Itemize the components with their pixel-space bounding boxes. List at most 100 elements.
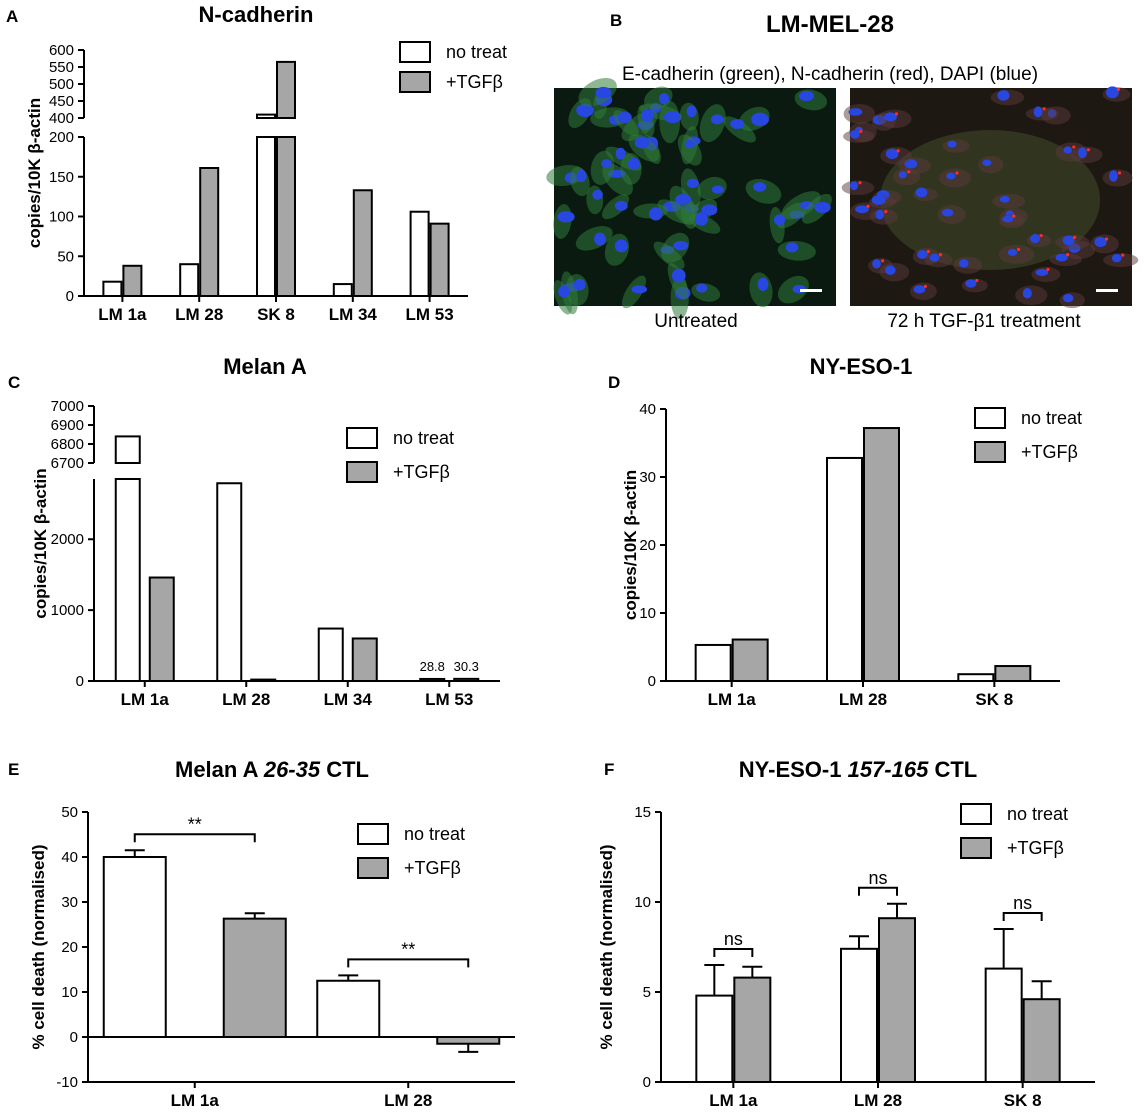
n-cadherin-spot — [1039, 233, 1043, 238]
cell-nucleus — [627, 157, 640, 170]
cell-nucleus — [664, 110, 682, 124]
n-cadherin-spot — [1086, 148, 1090, 152]
panel-letter-a: A — [6, 7, 18, 26]
x-tick-label: LM 1a — [98, 305, 147, 324]
cell-nucleus — [694, 212, 708, 226]
image-title-b: LM-MEL-28 — [766, 11, 894, 38]
cell-nucleus — [576, 103, 594, 117]
chart-title-e-italic: 26-35 — [263, 757, 321, 782]
cell-nucleus — [1094, 236, 1107, 248]
data-label: 30.3 — [454, 659, 479, 674]
significance-label: ns — [1013, 893, 1032, 913]
bar-tgf — [994, 665, 1032, 682]
cell-nucleus — [798, 90, 815, 102]
cell-nucleus — [1062, 235, 1075, 246]
n-cadherin-spot — [1072, 145, 1076, 149]
bar-tgf — [429, 222, 450, 297]
bar-no-treat — [409, 210, 430, 297]
n-cadherin-spot — [1104, 237, 1109, 241]
caption-tgf-treated: 72 h TGF-β1 treatment — [887, 311, 1081, 332]
cell-nucleus — [673, 240, 689, 251]
cell-membrane — [992, 193, 1026, 209]
chart-title-e: Melan A 26-35 CTL — [175, 757, 369, 782]
cell-nucleus — [753, 182, 767, 192]
legend-label-no-treat: no treat — [446, 42, 507, 62]
cell-nucleus — [959, 258, 969, 268]
cell-nucleus — [1030, 234, 1041, 244]
x-tick-label: SK 8 — [257, 305, 295, 324]
n-cadherin-spot — [907, 170, 911, 174]
cell-nucleus — [848, 108, 863, 116]
y-tick-label: 400 — [49, 110, 74, 127]
cell-nucleus — [982, 159, 992, 166]
y-tick-label: 0 — [643, 1074, 651, 1091]
cell-nucleus — [614, 200, 628, 211]
chart-f: 0 5 10 15 LM 1a ns LM 28 ns SK 8 ns % cell death (… — [597, 803, 1095, 1110]
scale-bar — [1096, 289, 1118, 292]
legend-label-tgf: +TGFβ — [1007, 838, 1064, 858]
y-tick-label: 150 — [49, 169, 74, 186]
cell-membrane — [841, 180, 875, 195]
cell-nucleus — [1111, 253, 1122, 263]
y-tick-label: 1000 — [51, 602, 84, 619]
x-tick-label: SK 8 — [1004, 1091, 1042, 1110]
y-axis-label: % cell death (normalised) — [597, 845, 616, 1050]
n-cadherin-spot — [1016, 247, 1021, 251]
legend-label-no-treat: no treat — [1007, 804, 1068, 824]
y-tick-label: 30 — [61, 894, 78, 911]
legend-label-tgf: +TGFβ — [446, 72, 503, 92]
n-cadherin-spot — [880, 259, 885, 263]
cell-nucleus — [671, 268, 686, 283]
cell-membrane — [677, 134, 702, 166]
cell-membrane — [590, 150, 615, 185]
cell-nucleus — [701, 204, 718, 216]
cell-nucleus — [711, 185, 724, 194]
axis-break-mark — [86, 464, 100, 478]
y-tick-label: 40 — [61, 849, 78, 866]
legend-swatch-no-treat — [346, 427, 378, 449]
n-cadherin-spot — [896, 149, 900, 153]
cell-nucleus — [696, 283, 708, 293]
n-cadherin-spot — [884, 210, 888, 214]
cell-nucleus — [594, 232, 606, 246]
cell-nucleus — [684, 139, 695, 149]
bar-no-treat — [694, 643, 732, 683]
axis-break-gap — [275, 119, 297, 136]
panel-letter-f: F — [604, 760, 614, 779]
panel-letter-e: E — [8, 760, 19, 779]
caption-untreated: Untreated — [654, 311, 737, 332]
bar-tgf — [436, 1036, 501, 1045]
chart-title-c: Melan A — [223, 354, 307, 379]
legend-swatch-no-treat — [960, 803, 992, 825]
bar-tgf — [351, 637, 378, 683]
axis-break-mark — [76, 119, 90, 136]
panel-letter-c: C — [8, 373, 20, 392]
chart-title-e-tail: CTL — [320, 757, 369, 782]
bar-tgf — [878, 917, 916, 1084]
x-tick-label: LM 1a — [708, 690, 757, 709]
bar-no-treat — [316, 979, 381, 1038]
cell-nucleus — [601, 159, 612, 169]
cell-nucleus — [965, 279, 977, 288]
bar-tgf — [148, 576, 175, 682]
x-tick-label: LM 28 — [175, 305, 223, 324]
significance-label: ns — [868, 868, 887, 888]
cell-nucleus — [947, 140, 957, 148]
significance-label: ** — [188, 814, 202, 834]
y-axis-label: % cell death (normalised) — [29, 845, 48, 1050]
axis-break-gap — [113, 464, 142, 478]
x-tick-label: LM 53 — [406, 305, 454, 324]
legend-swatch-no-treat — [399, 41, 431, 63]
y-tick-label: 550 — [49, 59, 74, 76]
cell-nucleus — [730, 119, 745, 130]
bar-tgf — [222, 917, 287, 1039]
cell-nucleus — [614, 239, 628, 253]
chart-title-f: NY-ESO-1 157-165 CTL — [739, 757, 977, 782]
cell-nucleus — [558, 285, 570, 298]
y-tick-label: 6700 — [51, 455, 84, 472]
micrograph-tgf-treated — [841, 86, 1139, 309]
legend-label-no-treat: no treat — [404, 824, 465, 844]
cell-nucleus — [641, 108, 654, 122]
chart-e: -10 0 10 20 30 40 50 LM 1a ** LM 28 ** % cell death… — [29, 804, 515, 1110]
